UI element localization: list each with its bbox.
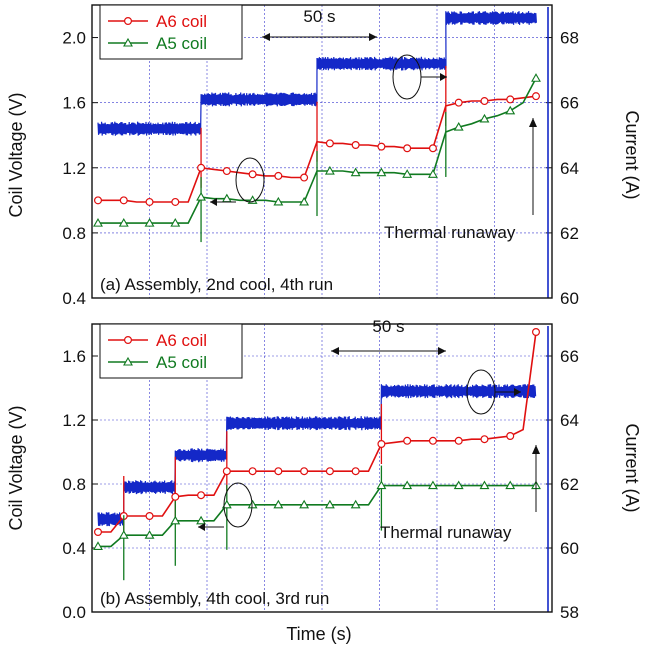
- y2-tick-label: 58: [560, 603, 579, 622]
- panel-label: (b) Assembly, 4th cool, 3rd run: [100, 589, 329, 608]
- panel-a: 0.4 0.8 1.2 1.6 2.0 60 62 64 66 68 A6 coil A5 coil 5…: [62, 5, 579, 308]
- panel-b: 0.0 0.4 0.8 1.2 1.6 58 60 62 64 66 A6 coil A5 coil 5…: [62, 317, 579, 622]
- a6-point: [326, 468, 333, 475]
- a6-point: [172, 199, 179, 206]
- thermal-runaway-arrowhead: [532, 445, 540, 454]
- y2-axis-label-b: Current (A): [622, 423, 642, 512]
- thermal-runaway-label: Thermal runaway: [380, 523, 512, 542]
- y-tick-label: 0.4: [62, 539, 86, 558]
- a6-point: [120, 197, 127, 204]
- y2-tick-label: 60: [560, 289, 579, 308]
- x-axis-label: Time (s): [286, 624, 351, 644]
- y-axis-label-a: Coil Voltage (V): [6, 92, 26, 217]
- a6-point: [275, 173, 282, 180]
- a6-point: [172, 493, 179, 500]
- y-tick-label: 1.6: [62, 347, 86, 366]
- a6-point: [95, 529, 102, 536]
- y-tick-label: 1.2: [62, 411, 86, 430]
- legend-marker: [125, 337, 132, 344]
- a6-point: [198, 492, 205, 499]
- a6-point: [430, 437, 437, 444]
- a6-point: [455, 99, 462, 106]
- a6-point: [481, 98, 488, 105]
- a6-point: [378, 441, 385, 448]
- thermal-runaway-arrowhead: [529, 118, 537, 127]
- duration-label: 50 s: [303, 7, 335, 26]
- y2-tick-label: 62: [560, 224, 579, 243]
- left-axis-ellipse: [236, 158, 264, 202]
- y2-tick-label: 66: [560, 347, 579, 366]
- a5-point: [532, 74, 540, 81]
- a6-point: [533, 329, 540, 336]
- a5-point: [197, 193, 205, 200]
- legend-marker: [125, 18, 132, 25]
- y2-tick-label: 64: [560, 159, 579, 178]
- y2-tick-label: 62: [560, 475, 579, 494]
- a6-point: [507, 433, 514, 440]
- y2-tick-label: 60: [560, 539, 579, 558]
- a6-point: [404, 437, 411, 444]
- y-axis-label-b: Coil Voltage (V): [6, 405, 26, 530]
- a6-point: [326, 140, 333, 147]
- y2-axis-label-a: Current (A): [622, 110, 642, 199]
- a6-point: [404, 145, 411, 152]
- legend: A6 coil A5 coil: [100, 324, 242, 378]
- a6-point: [352, 142, 359, 149]
- y2-tick-label: 66: [560, 94, 579, 113]
- a5-point: [506, 107, 514, 114]
- a6-point: [146, 513, 153, 520]
- a6-point: [249, 171, 256, 178]
- y-tick-label: 1.6: [62, 94, 86, 113]
- y-tick-label: 2.0: [62, 29, 86, 48]
- y2-tick-label: 64: [560, 411, 579, 430]
- a6-point: [223, 468, 230, 475]
- panel-label: (a) Assembly, 2nd cool, 4th run: [100, 275, 333, 294]
- a6-point: [533, 93, 540, 100]
- legend-label: A5 coil: [156, 353, 207, 372]
- duration-label: 50 s: [372, 317, 404, 336]
- legend-label: A6 coil: [156, 331, 207, 350]
- a6-point: [301, 468, 308, 475]
- a6-point: [301, 174, 308, 181]
- a6-point: [430, 145, 437, 152]
- y-tick-label: 1.2: [62, 159, 86, 178]
- a6-point: [352, 468, 359, 475]
- y-tick-label: 0.8: [62, 475, 86, 494]
- y-tick-label: 0.4: [62, 289, 86, 308]
- a6-point: [507, 96, 514, 103]
- y-tick-label: 0.0: [62, 603, 86, 622]
- y2-tick-label: 68: [560, 29, 579, 48]
- thermal-runaway-label: Thermal runaway: [384, 223, 516, 242]
- a6-point: [275, 468, 282, 475]
- a6-point: [198, 164, 205, 171]
- a6-point: [378, 143, 385, 150]
- legend-label: A6 coil: [156, 12, 207, 31]
- a6-point: [95, 197, 102, 204]
- a6-point: [455, 437, 462, 444]
- legend-label: A5 coil: [156, 34, 207, 53]
- a6-point: [146, 199, 153, 206]
- a6-point: [223, 168, 230, 175]
- a6-point: [249, 468, 256, 475]
- legend: A6 coil A5 coil: [100, 5, 242, 59]
- a6-point: [481, 436, 488, 443]
- y-tick-label: 0.8: [62, 224, 86, 243]
